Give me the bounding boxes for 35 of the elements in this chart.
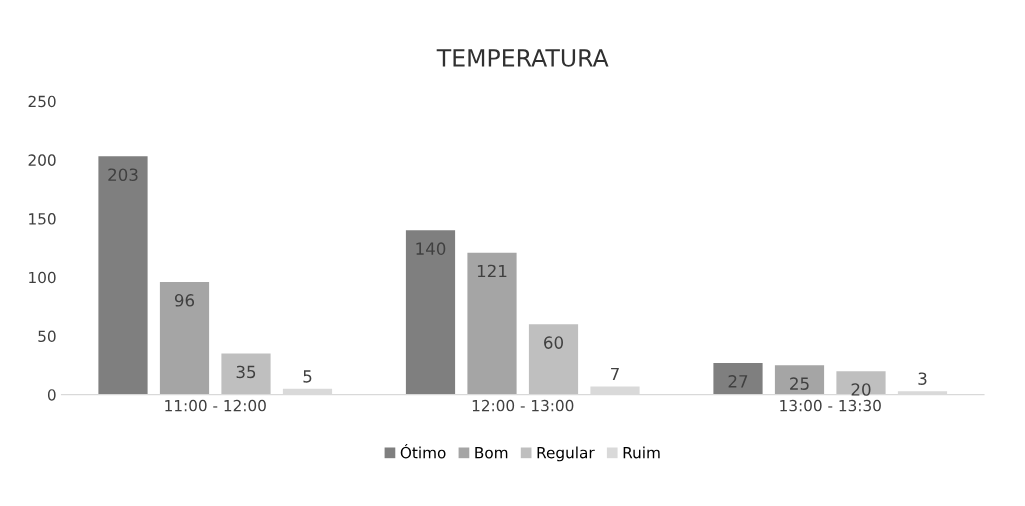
x-tick-label: 13:00 - 13:30 — [780, 399, 881, 412]
data-label: 203 — [108, 168, 138, 182]
legend-label: Regular — [537, 446, 595, 462]
data-label: 27 — [728, 375, 748, 388]
x-tick-label: 11:00 - 12:00 — [165, 399, 266, 412]
y-tick-label: 50 — [38, 330, 56, 343]
bar — [836, 371, 886, 395]
bar — [528, 324, 579, 395]
bar — [467, 252, 517, 395]
bar — [221, 353, 271, 395]
chart-title: TEMPERATURA — [436, 49, 609, 67]
x-tick-label: 12:00 - 13:00 — [472, 399, 574, 412]
bar — [774, 365, 825, 395]
legend-label: Ótimo — [400, 444, 446, 459]
data-label: 20 — [851, 383, 871, 396]
y-tick-label: 200 — [28, 154, 56, 166]
bar — [405, 230, 456, 395]
bar — [98, 156, 148, 395]
data-label: 5 — [303, 370, 312, 383]
y-tick-label: 250 — [28, 95, 56, 108]
y-tick-label: 100 — [29, 271, 56, 284]
data-label: 35 — [236, 365, 256, 379]
data-label: 121 — [477, 264, 507, 278]
legend-label: Ruim — [623, 446, 660, 459]
bar — [713, 362, 763, 395]
data-label: 96 — [174, 294, 195, 307]
data-label: 60 — [544, 336, 563, 349]
bar — [159, 281, 210, 395]
data-label: 3 — [918, 372, 927, 385]
y-tick-label: 150 — [29, 213, 56, 225]
data-label: 140 — [416, 242, 446, 255]
data-label: 7 — [611, 367, 619, 381]
y-tick-label: 0 — [47, 389, 56, 401]
legend-label: Bom — [475, 447, 508, 459]
data-label: 25 — [790, 377, 809, 390]
